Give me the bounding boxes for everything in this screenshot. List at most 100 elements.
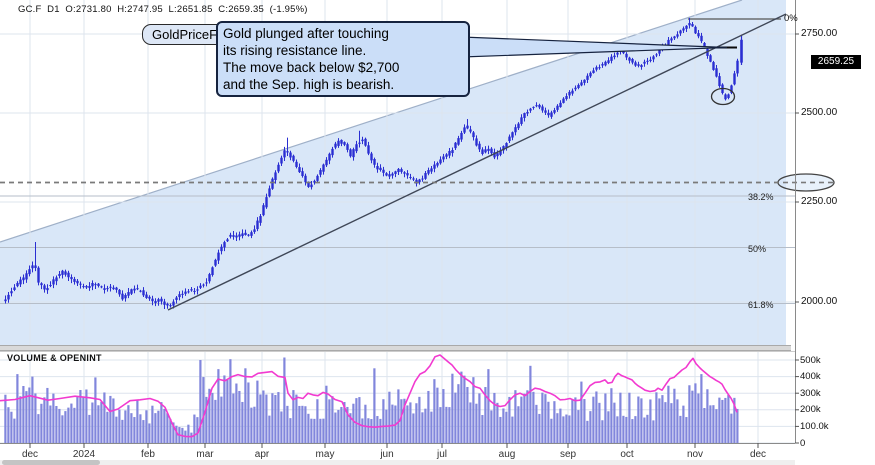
volume-bar (343, 401, 346, 443)
volume-bar (259, 394, 262, 443)
volume-bar (499, 416, 502, 443)
volume-bar (238, 390, 241, 443)
volume-bar (103, 392, 106, 443)
annotation-line: The move back below $2,700 (223, 60, 400, 75)
volume-bar (7, 407, 10, 443)
volume-bar (556, 413, 559, 443)
panel-splitter-bar[interactable] (0, 345, 791, 351)
volume-bar (610, 388, 613, 443)
volume-bar (163, 408, 166, 443)
volume-bar (700, 374, 703, 443)
volume-bar (148, 423, 151, 443)
volume-bar (529, 365, 532, 443)
volume-bar (430, 411, 433, 443)
volume-bar (607, 411, 610, 443)
volume-bar (694, 383, 697, 443)
volume-bar (160, 402, 163, 443)
volume-bar (577, 410, 580, 443)
month-axis-label: nov (686, 449, 704, 460)
volume-bar (352, 403, 355, 443)
volume-bar (448, 407, 451, 443)
horizontal-scrollbar-thumb[interactable] (2, 460, 100, 465)
volume-bar (289, 418, 292, 443)
volume-bar (733, 397, 736, 443)
volume-bar (673, 388, 676, 443)
volume-bar (187, 424, 190, 443)
volume-bar (715, 409, 718, 443)
volume-bar (481, 415, 484, 443)
volume-bar (115, 416, 118, 443)
volume-bar (724, 397, 727, 443)
volume-bar (580, 381, 583, 443)
volume-bar (151, 405, 154, 443)
volume-bar (112, 398, 115, 443)
month-axis-label: dec (749, 449, 767, 460)
volume-bar (373, 368, 376, 443)
volume-bar (235, 383, 238, 443)
volume-bar (454, 392, 457, 443)
volume-bar (604, 393, 607, 443)
volume-bar (712, 405, 715, 443)
volume-bar (628, 392, 631, 443)
volume-bar (685, 417, 688, 443)
volume-bar (172, 422, 175, 443)
horizontal-scrollbar-track[interactable] (0, 460, 795, 465)
volume-bar (70, 403, 73, 443)
volume-bar (526, 390, 529, 443)
volume-bar (205, 396, 208, 443)
volume-bar (718, 397, 721, 443)
volume-bar (706, 389, 709, 443)
price-axis-label: 2500.00 (801, 107, 838, 118)
fib-0-percent-label: 0% (784, 13, 798, 24)
volume-bar (616, 416, 619, 443)
volume-bar (301, 405, 304, 443)
volume-bar (340, 406, 343, 443)
volume-bar (421, 412, 424, 443)
volume-bar (133, 417, 136, 443)
volume-bar (94, 377, 97, 443)
volume-bar (730, 413, 733, 443)
volume-bar (436, 387, 439, 443)
volume-bar (403, 398, 406, 443)
volume-bar (16, 374, 19, 443)
volume-bar (643, 417, 646, 443)
volume-bar (52, 393, 55, 443)
month-axis-label: 2024 (72, 449, 96, 460)
volume-bar (520, 396, 523, 443)
volume-bar (244, 368, 247, 443)
last-price-badge: 2659.25 (811, 55, 861, 69)
volume-bar (496, 402, 499, 443)
volume-bar (169, 418, 172, 443)
volume-bar (232, 393, 235, 443)
volume-bar (397, 389, 400, 443)
volume-bar (307, 413, 310, 443)
volume-bar (346, 406, 349, 443)
volume-axis-label: 100.0k (800, 420, 829, 432)
volume-bar (202, 377, 205, 443)
volume-bar (658, 398, 661, 443)
volume-bar (325, 385, 328, 443)
volume-bar (637, 396, 640, 443)
volume-bar (271, 393, 274, 443)
volume-bar (121, 419, 124, 443)
volume-bar (571, 399, 574, 443)
volume-bar (622, 415, 625, 443)
volume-bar (208, 388, 211, 443)
volume-bar (4, 394, 7, 443)
annotation-line: its rising resistance line. (223, 43, 367, 58)
annotation-line: and the Sep. high is bearish. (223, 77, 395, 92)
volume-bar (130, 413, 133, 443)
volume-bar (457, 384, 460, 443)
volume-bar (88, 414, 91, 443)
fib-level-label: 38.2% (748, 192, 774, 202)
volume-bar (298, 405, 301, 443)
volume-bar (679, 415, 682, 443)
volume-bar (319, 418, 322, 443)
volume-bar (475, 403, 478, 443)
volume-bar (142, 420, 145, 443)
volume-bar (652, 420, 655, 443)
volume-bar (721, 399, 724, 443)
volume-bar (37, 414, 40, 443)
volume-bar (409, 402, 412, 443)
